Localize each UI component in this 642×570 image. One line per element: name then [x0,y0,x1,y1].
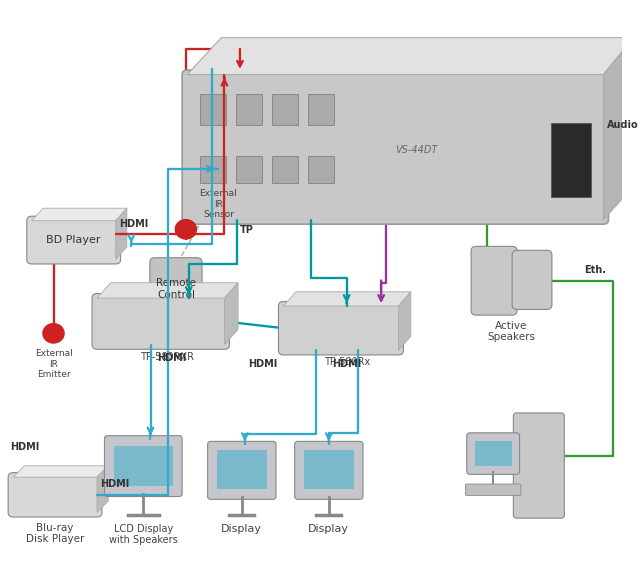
Text: Blu-ray
Disk Player: Blu-ray Disk Player [26,523,84,544]
FancyBboxPatch shape [150,258,202,321]
FancyBboxPatch shape [114,446,173,486]
Polygon shape [31,208,127,221]
Polygon shape [399,292,411,351]
FancyBboxPatch shape [217,450,266,488]
Text: Remote
Control: Remote Control [156,279,196,300]
FancyBboxPatch shape [465,484,521,495]
Text: Eth.: Eth. [585,265,607,275]
FancyBboxPatch shape [512,250,552,310]
Text: Display: Display [221,524,263,534]
FancyBboxPatch shape [207,441,276,499]
Text: LCD Display
with Speakers: LCD Display with Speakers [109,524,178,545]
Text: Audio: Audio [607,120,638,130]
Text: HDMI: HDMI [332,359,361,369]
FancyBboxPatch shape [475,441,512,466]
Bar [308,94,334,125]
Bar [236,94,262,125]
Text: TP-580RXR: TP-580RXR [140,352,194,361]
FancyBboxPatch shape [514,413,564,518]
Bar [272,156,298,184]
FancyBboxPatch shape [279,302,403,355]
FancyBboxPatch shape [182,70,609,224]
Text: HDMI: HDMI [100,479,130,489]
Polygon shape [225,283,238,345]
Bar [200,94,225,125]
FancyBboxPatch shape [92,294,229,349]
Text: BD Player: BD Player [46,235,101,245]
Bar [200,156,225,184]
FancyBboxPatch shape [304,450,354,488]
FancyBboxPatch shape [8,473,102,517]
Text: HDMI: HDMI [248,359,277,369]
Polygon shape [97,466,108,512]
Circle shape [43,324,64,343]
Text: TP: TP [240,225,254,235]
FancyBboxPatch shape [105,435,182,496]
FancyBboxPatch shape [471,246,517,315]
Circle shape [175,219,196,239]
Polygon shape [97,283,238,298]
Text: External
IR
Sensor: External IR Sensor [200,189,238,219]
Text: HDMI: HDMI [157,353,186,363]
Bar [272,94,298,125]
Polygon shape [116,208,127,259]
Bar [236,156,262,184]
FancyBboxPatch shape [295,441,363,499]
Text: HDMI: HDMI [10,442,39,451]
Polygon shape [603,38,633,219]
Text: Active
Speakers: Active Speakers [487,321,535,343]
Text: Display: Display [308,524,349,534]
Text: TP-580Rx: TP-580Rx [324,357,370,367]
Text: External
IR
Emitter: External IR Emitter [35,349,73,379]
FancyBboxPatch shape [27,216,121,264]
FancyBboxPatch shape [467,433,519,474]
Polygon shape [13,466,108,477]
Text: VS-44DT: VS-44DT [395,145,437,155]
Bar [551,123,591,197]
Text: HDMI: HDMI [119,218,148,229]
Bar [308,156,334,184]
Polygon shape [283,292,411,306]
Polygon shape [187,38,633,75]
